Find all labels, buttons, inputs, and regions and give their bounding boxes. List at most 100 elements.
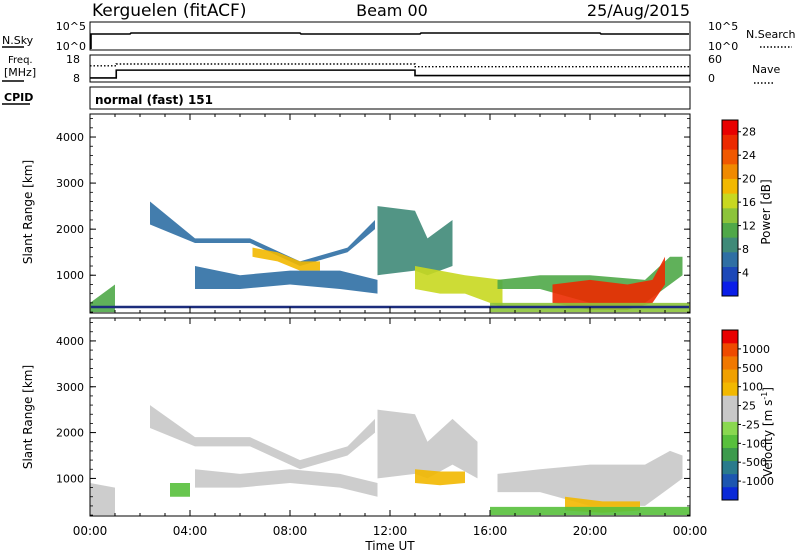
velocity-echo-region — [170, 483, 190, 497]
colorbar-segment — [722, 330, 738, 344]
colorbar-segment — [722, 208, 738, 223]
power-echo-region — [415, 266, 503, 308]
colorbar-segment — [722, 460, 738, 475]
velocity-ylabel: Slant Range [km] — [21, 365, 35, 469]
colorbar-segment — [722, 266, 738, 282]
power-y-axis: 1000 2000 3000 4000 — [56, 118, 690, 313]
colorbar-segment — [722, 447, 738, 462]
colorbar-segment — [722, 486, 738, 501]
colorbar-tick-label: 12 — [742, 220, 756, 233]
power-echo-region — [90, 284, 115, 313]
x-tick-label: 20:00 — [573, 524, 608, 538]
nsky-tick-high: 10^5 — [56, 20, 86, 33]
colorbar-segment — [722, 120, 738, 135]
freq-tick-low: 8 — [73, 72, 80, 85]
colorbar-frame — [721, 119, 739, 297]
colorbar-segment — [722, 193, 738, 209]
velocity-echo-region — [90, 483, 115, 516]
y-tick-label: 2000 — [56, 223, 84, 236]
colorbar-tick-label: 24 — [742, 149, 756, 162]
colorbar-segment — [722, 408, 738, 422]
colorbar-tick-label: -25 — [742, 418, 760, 431]
velocity-y-axis: 1000 2000 3000 4000 — [56, 322, 690, 516]
colorbar-segment — [722, 222, 738, 238]
cpid-panel: CPID normal (fast) 151 — [2, 86, 691, 110]
y-tick-label: 4000 — [56, 131, 84, 144]
power-panel: 1000 2000 3000 4000 Slant Range [km] 4 8 12 16… — [21, 113, 773, 314]
y-tick-label: 4000 — [56, 335, 84, 348]
y-tick-label: 1000 — [56, 472, 84, 485]
nsky-label: N.Sky — [2, 34, 34, 47]
beam-label: Beam 00 — [356, 1, 428, 20]
colorbar-segment — [722, 343, 738, 357]
nsearch-label: N.Search — [746, 28, 796, 41]
cpid-value: normal (fast) 151 — [95, 93, 213, 107]
colorbar-segment — [722, 421, 738, 435]
cpid-label: CPID — [4, 91, 33, 104]
velocity-data — [90, 405, 690, 516]
x-tick-label: 08:00 — [273, 524, 308, 538]
nave-tick-high: 60 — [708, 53, 722, 66]
velocity-echo-region — [377, 409, 478, 479]
colorbar-segment — [722, 252, 738, 267]
velocity-colorbar-label: Velocity [m s-1] — [760, 387, 775, 477]
nave-series — [90, 63, 690, 68]
colorbar-tick-label: -500 — [742, 456, 767, 469]
power-echo-region — [252, 247, 320, 271]
colorbar-tick-label: 28 — [742, 126, 756, 139]
freq-series — [90, 69, 690, 79]
velocity-echo-region — [497, 450, 683, 506]
velocity-echo-region — [415, 469, 465, 486]
x-tick-label: 04:00 — [173, 524, 208, 538]
colorbar-segment — [722, 356, 738, 370]
x-tick-label: 00:00 — [73, 524, 108, 538]
velocity-echo-region — [195, 469, 378, 497]
site-title: Kerguelen (fitACF) — [92, 1, 246, 21]
power-echo-region — [195, 266, 378, 294]
power-data — [90, 201, 690, 313]
colorbar-tick-label: -1000 — [742, 475, 774, 488]
x-tick-label: 12:00 — [373, 524, 408, 538]
velocity-colorbar-label-end: ] — [761, 387, 775, 392]
colorbar-segment — [722, 164, 738, 179]
y-tick-label: 1000 — [56, 269, 84, 282]
freq-tick-high: 18 — [66, 53, 80, 66]
velocity-colorbar: 1000 500 100 25 -25 -100 -500 -1000 — [721, 329, 774, 501]
velocity-x-axis: 00:00 04:00 08:00 12:00 16:00 20:00 00:00 — [73, 318, 708, 538]
nsearch-tick-high: 10^5 — [708, 20, 738, 33]
power-x-axis-ticks — [89, 114, 691, 313]
colorbar-segment — [722, 434, 738, 448]
colorbar-segment — [722, 134, 738, 150]
nave-tick-low: 0 — [708, 72, 715, 85]
velocity-colorbar-label-sup: -1 — [760, 392, 769, 400]
colorbar-segment — [722, 382, 738, 396]
power-echo-region — [377, 206, 453, 276]
colorbar-segment — [722, 178, 738, 194]
velocity-colorbar-label-main: Velocity [m s — [761, 400, 775, 477]
colorbar-segment — [722, 473, 738, 488]
colorbar-segment — [722, 395, 738, 409]
x-tick-label: 16:00 — [473, 524, 508, 538]
freq-unit-label: [MHz] — [4, 66, 36, 79]
colorbar-tick-label: 25 — [742, 400, 756, 413]
nsky-tick-low: 10^0 — [56, 40, 86, 53]
power-ylabel: Slant Range [km] — [21, 160, 35, 264]
colorbar-segment — [722, 237, 738, 253]
colorbar-segment — [722, 149, 738, 165]
date-label: 25/Aug/2015 — [587, 1, 690, 20]
colorbar-frame — [721, 329, 739, 501]
x-tick-label: 00:00 — [673, 524, 708, 538]
time-axis-label: Time UT — [364, 539, 415, 553]
colorbar-tick-label: -100 — [742, 437, 767, 450]
nsky-series — [90, 32, 689, 49]
freq-panel: Freq. [MHz] 18 8 60 0 Nave — [2, 53, 780, 85]
y-tick-label: 3000 — [56, 177, 84, 190]
colorbar-tick-label: 20 — [742, 173, 756, 186]
colorbar-tick-label: 8 — [742, 243, 749, 256]
colorbar-segment — [722, 281, 738, 297]
y-tick-label: 3000 — [56, 381, 84, 394]
y-tick-label: 2000 — [56, 427, 84, 440]
nsearch-tick-low: 10^0 — [708, 40, 738, 53]
velocity-echo-region — [150, 405, 375, 470]
